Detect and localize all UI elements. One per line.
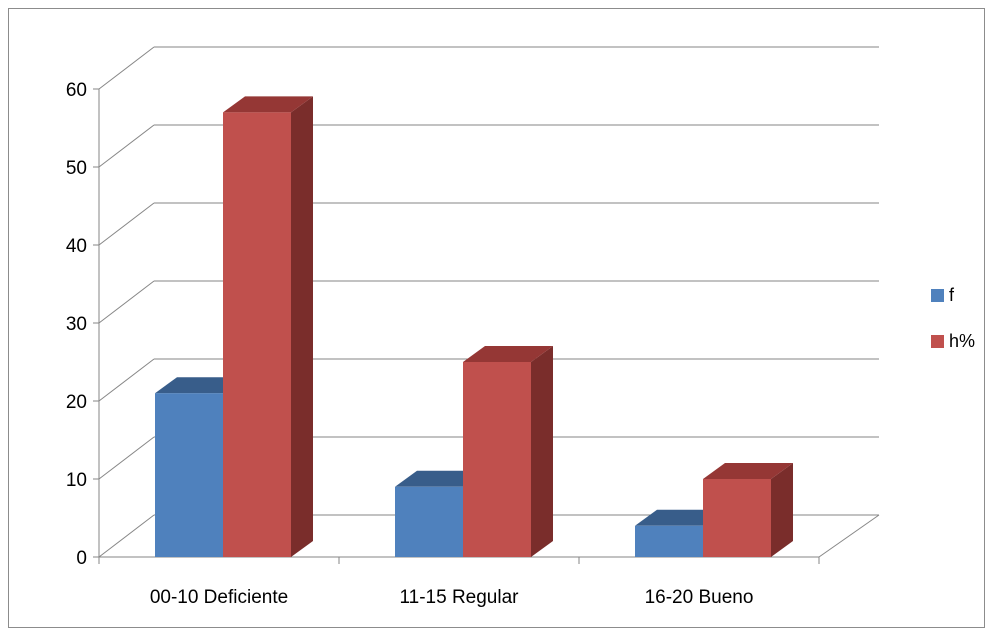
bar [223,112,291,558]
labels-layer: 0 10 20 30 40 50 60 00-10 Deficiente 11-15 Regul… [66,80,754,608]
bar-side [771,463,793,557]
legend-label: h% [949,331,975,351]
y-tick-label: 0 [76,548,87,569]
gridline-diagonal [98,436,155,480]
bar [155,393,223,557]
x-tick-label: 00-10 Deficiente [150,587,288,608]
bar-top [703,463,793,479]
bar-top [395,470,485,487]
bar [635,525,703,557]
x-tick-label: 16-20 Bueno [645,587,754,608]
x-tick-label: 11-15 Regular [399,587,519,608]
floor-right-edge [818,514,880,558]
y-tick-label: 50 [66,158,87,179]
bar-chart: 0 10 20 30 40 50 60 00-10 Deficiente 11-15 Regul… [66,46,975,608]
bar-side [531,346,553,557]
bar [703,479,771,557]
gridline-diagonal [98,202,155,246]
bar-top [155,377,245,394]
gridline-diagonal [98,46,155,90]
y-tick-label: 30 [66,314,87,335]
legend-label: f [949,285,955,305]
y-tick-label: 40 [66,236,87,257]
chart-frame: 0 10 20 30 40 50 60 00-10 Deficiente 11-15 Regul… [8,8,985,628]
bar-side [291,96,313,558]
y-tick-label: 20 [66,392,87,413]
bar [395,486,463,557]
bar-top [223,96,313,113]
gridline-diagonal [98,514,155,558]
bars-layer [155,96,793,558]
gridline-diagonal [98,280,155,324]
gridline-diagonal [98,124,155,168]
legend-swatch [931,335,944,348]
bar [463,362,531,557]
bar-top [463,346,553,362]
legend-swatch [931,289,944,302]
gridline-diagonal [98,358,155,402]
bar-top [635,509,725,526]
y-tick-label: 10 [66,470,87,491]
y-tick-label: 60 [66,80,87,101]
legend: f h% [931,285,975,351]
